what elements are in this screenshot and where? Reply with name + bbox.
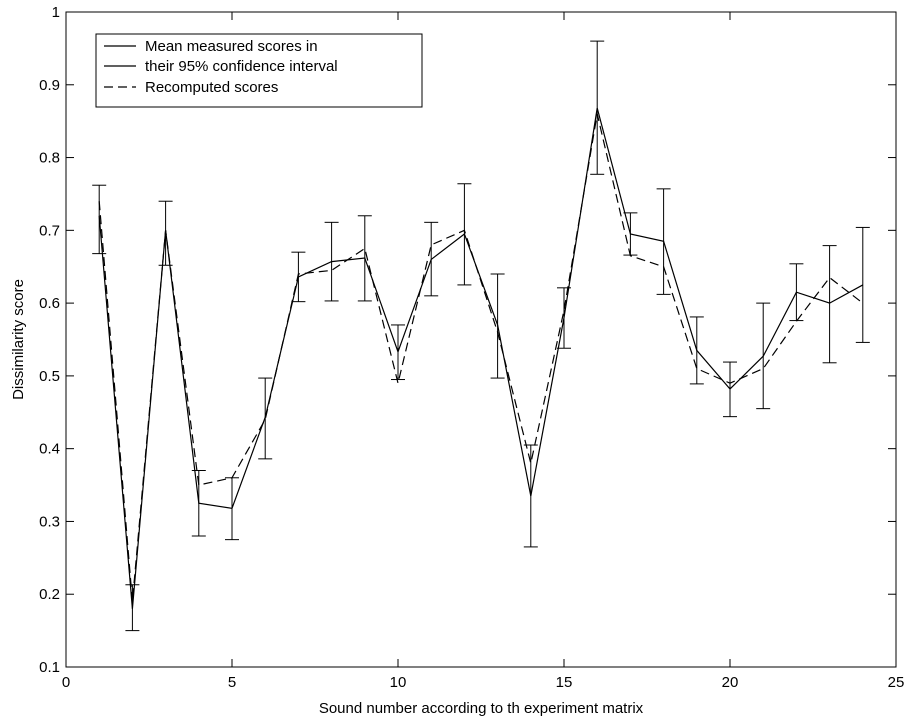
y-tick-label: 0.1 xyxy=(39,659,60,676)
y-tick-label: 0.2 xyxy=(39,586,60,603)
x-axis-label: Sound number according to th experiment … xyxy=(319,700,644,717)
y-tick-label: 0.7 xyxy=(39,222,60,239)
x-tick-label: 0 xyxy=(62,674,70,691)
legend: Mean measured scores in their 95% confide… xyxy=(95,33,423,108)
y-tick-label: 1 xyxy=(52,4,60,21)
axes-group: 0 5 10 15 20 25 0.1 0.2 0.3 0.4 0.5 0.6 0.7 0.8 0.9 1 xyxy=(39,4,904,691)
y-tick-label: 0.6 xyxy=(39,295,60,312)
legend-label-recomputed: Recomputed scores xyxy=(145,79,278,96)
x-tick-label: 10 xyxy=(390,674,407,691)
plot-frame xyxy=(65,11,897,668)
x-tick-label: 15 xyxy=(556,674,573,691)
y-tick-label: 0.5 xyxy=(39,368,60,385)
legend-box xyxy=(95,33,423,108)
y-tick-label: 0.8 xyxy=(39,150,60,167)
y-tick-label: 0.3 xyxy=(39,513,60,530)
y-tick-label: 0.4 xyxy=(39,441,60,458)
y-tick-label: 0.9 xyxy=(39,77,60,94)
series-lines-group xyxy=(98,107,864,609)
confidence-interval-group xyxy=(92,40,870,632)
x-tick-label: 25 xyxy=(888,674,905,691)
series-line-measured xyxy=(98,107,864,609)
legend-label-measured: Mean measured scores in xyxy=(145,38,318,55)
legend-label-measured: their 95% confidence interval xyxy=(145,58,338,75)
x-tick-label: 5 xyxy=(228,674,236,691)
x-tick-label: 20 xyxy=(722,674,739,691)
y-axis-label: Dissimilarity score xyxy=(10,279,27,400)
series-line-recomputed xyxy=(98,113,864,602)
